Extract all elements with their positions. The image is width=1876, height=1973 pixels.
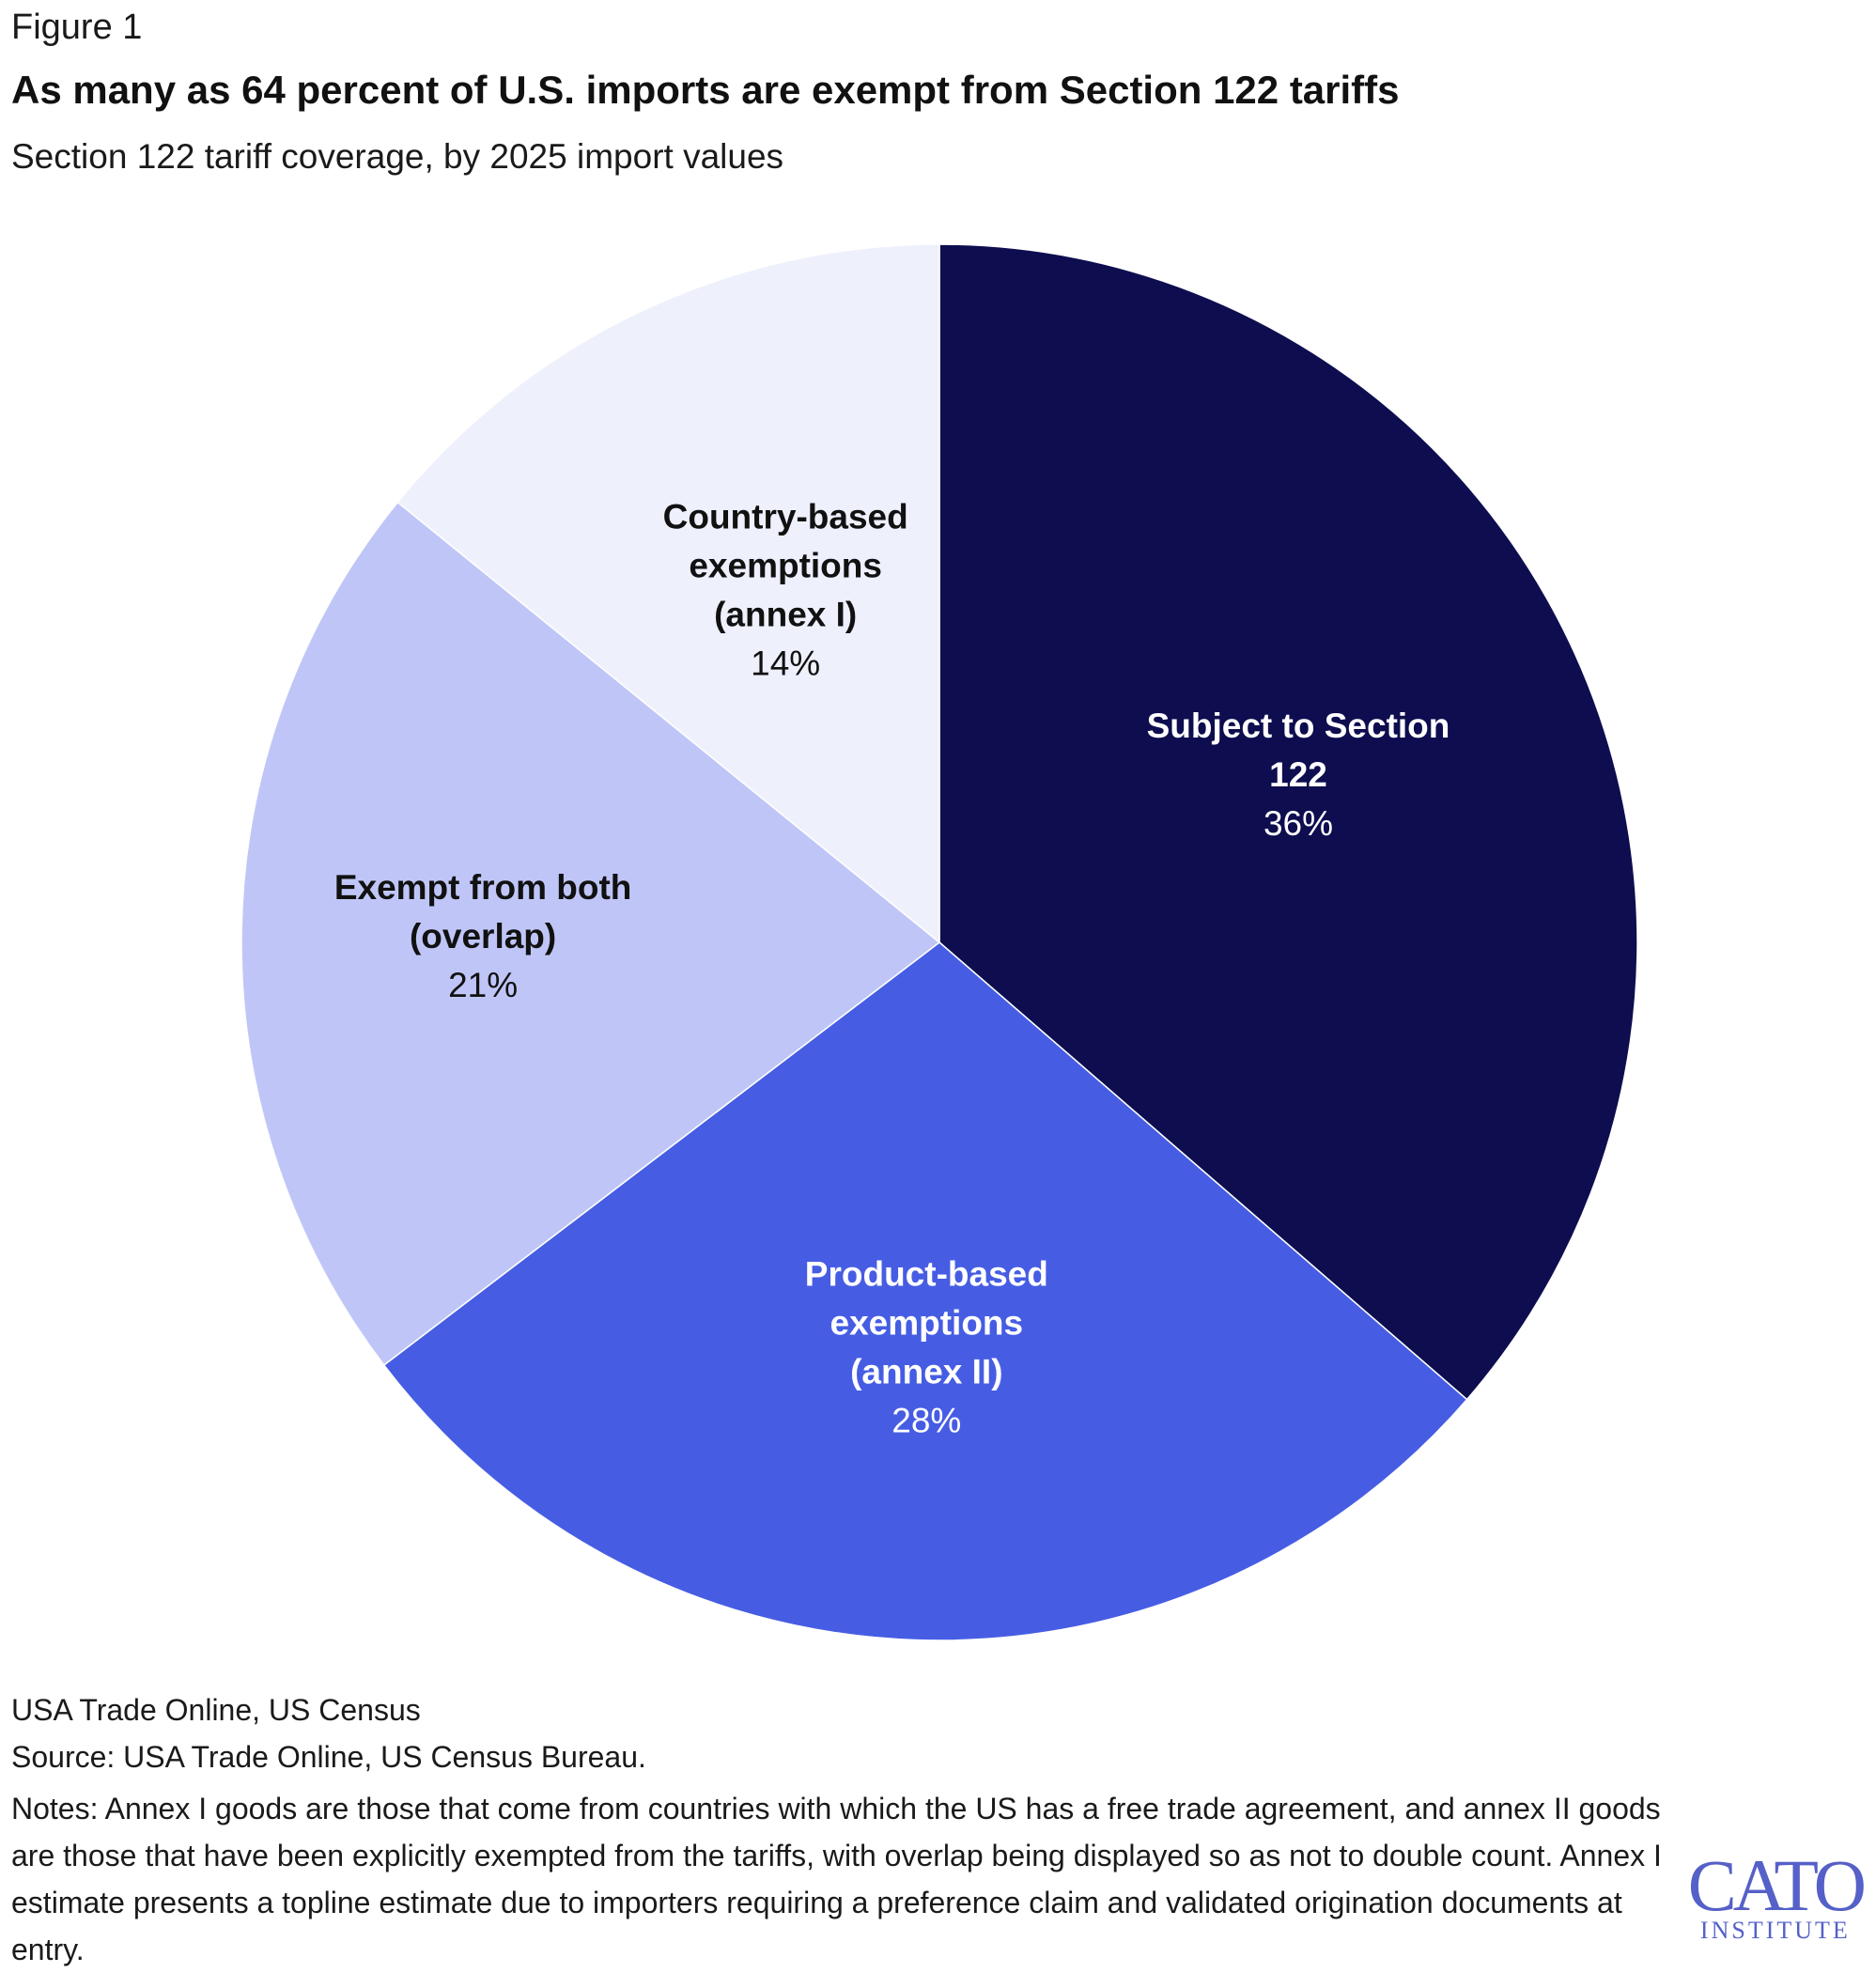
slice-value-label: 28%: [891, 1402, 961, 1440]
slice-name-line: exemptions: [830, 1304, 1024, 1343]
logo-main-text: CATO: [1687, 1844, 1867, 1926]
source-note: Source: USA Trade Online, US Census Bure…: [11, 1740, 646, 1774]
cato-logo: CATO INSTITUTE: [1687, 1844, 1867, 1944]
slice-label-subject-to-section-122: Subject to Section 122 36%: [1147, 707, 1450, 843]
figure-label: Figure 1: [11, 8, 143, 47]
pie-slice-exempt-from-both-overlap: [240, 501, 941, 1367]
slice-name-line: (annex I): [714, 595, 857, 633]
chart-subtitle: Section 122 tariff coverage, by 2025 imp…: [11, 137, 784, 176]
notes: Notes: Annex I goods are those that come…: [11, 1792, 1662, 1966]
pie-slice-product-based-exemptions-annex-ii: [382, 941, 1468, 1641]
chart-title: As many as 64 percent of U.S. imports ar…: [11, 68, 1400, 112]
slice-label-product-based-exemptions-annex-ii: Product-based exemptions (annex II) 28%: [805, 1255, 1048, 1440]
slice-name-line: Exempt from both: [334, 868, 632, 907]
source-short: USA Trade Online, US Census: [11, 1693, 421, 1727]
slice-name-line: Country-based: [663, 497, 908, 536]
logo-sub-text: INSTITUTE: [1699, 1917, 1851, 1944]
slice-label-country-based-exemptions-annex-i: Country-based exemptions (annex I) 14%: [663, 497, 908, 682]
slice-name-line: (overlap): [410, 917, 556, 955]
pie-slice-subject-to-section-122: [938, 243, 1638, 1401]
slice-label-exempt-from-both-overlap: Exempt from both (overlap) 21%: [334, 868, 632, 1004]
slice-name-line: 122: [1269, 755, 1327, 794]
slice-value-label: 14%: [751, 644, 820, 682]
slice-name-line: (annex II): [850, 1353, 1002, 1391]
slice-name-line: Product-based: [805, 1255, 1048, 1294]
slice-name-line: Subject to Section: [1147, 707, 1450, 745]
pie-chart: Subject to Section 122 36% Product-based exe…: [240, 243, 1638, 1641]
pie-slice-country-based-exemptions-annex-i: [396, 243, 940, 944]
slice-value-label: 21%: [448, 966, 518, 1004]
slice-value-label: 36%: [1264, 804, 1333, 843]
slice-name-line: exemptions: [689, 546, 882, 584]
